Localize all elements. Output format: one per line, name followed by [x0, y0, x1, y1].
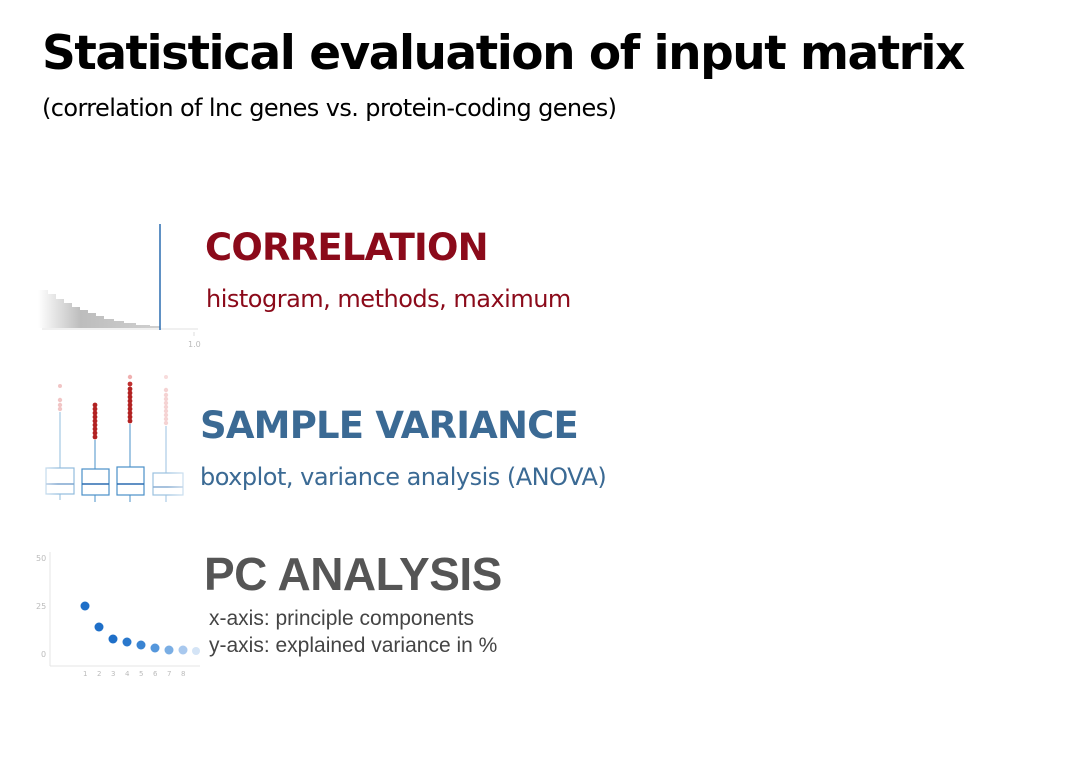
page-title: Statistical evaluation of input matrix	[42, 26, 965, 81]
pca-x-tick-4: 4	[125, 670, 130, 678]
pca-x-tick-3: 3	[111, 670, 115, 678]
pca-x-tick-2: 2	[97, 670, 101, 678]
pca-x-tick-5: 5	[139, 670, 143, 678]
pca-description-x-axis: x-axis: principle components	[209, 607, 474, 630]
pca-x-tick-8: 8	[181, 670, 185, 678]
pca-point-9	[192, 647, 200, 655]
pca-scree-plot-thumbnail: 50 25 0 1 2 3 4 5 6 7 8	[36, 552, 200, 678]
pca-point-3	[108, 634, 118, 644]
pca-point-7	[164, 645, 174, 655]
pca-point-4	[122, 637, 132, 647]
pca-y-tick-0: 0	[41, 650, 46, 659]
variance-heading: SAMPLE VARIANCE	[200, 404, 579, 447]
correlation-histogram-thumbnail: 1.0	[38, 224, 201, 349]
pca-x-tick-1: 1	[83, 670, 87, 678]
correlation-description: histogram, methods, maximum	[206, 285, 571, 313]
correlation-heading: CORRELATION	[205, 226, 489, 269]
histogram-x-tick-label: 1.0	[188, 340, 201, 349]
pca-heading: PC ANALYSIS	[204, 548, 502, 600]
pca-point-1	[80, 601, 90, 611]
pca-y-tick-50: 50	[36, 554, 46, 563]
pca-x-tick-7: 7	[167, 670, 171, 678]
pca-point-2	[94, 622, 104, 632]
variance-description: boxplot, variance analysis (ANOVA)	[200, 463, 607, 491]
pca-description-y-axis: y-axis: explained variance in %	[209, 634, 498, 657]
variance-boxplot-thumbnail	[40, 370, 190, 505]
page-subtitle: (correlation of lnc genes vs. protein-co…	[42, 94, 617, 122]
pca-point-8	[178, 645, 188, 655]
pca-x-tick-6: 6	[153, 670, 158, 678]
histogram-bars	[38, 290, 160, 328]
pca-y-tick-25: 25	[36, 602, 46, 611]
pca-point-6	[150, 643, 160, 653]
pca-point-5	[136, 640, 146, 650]
